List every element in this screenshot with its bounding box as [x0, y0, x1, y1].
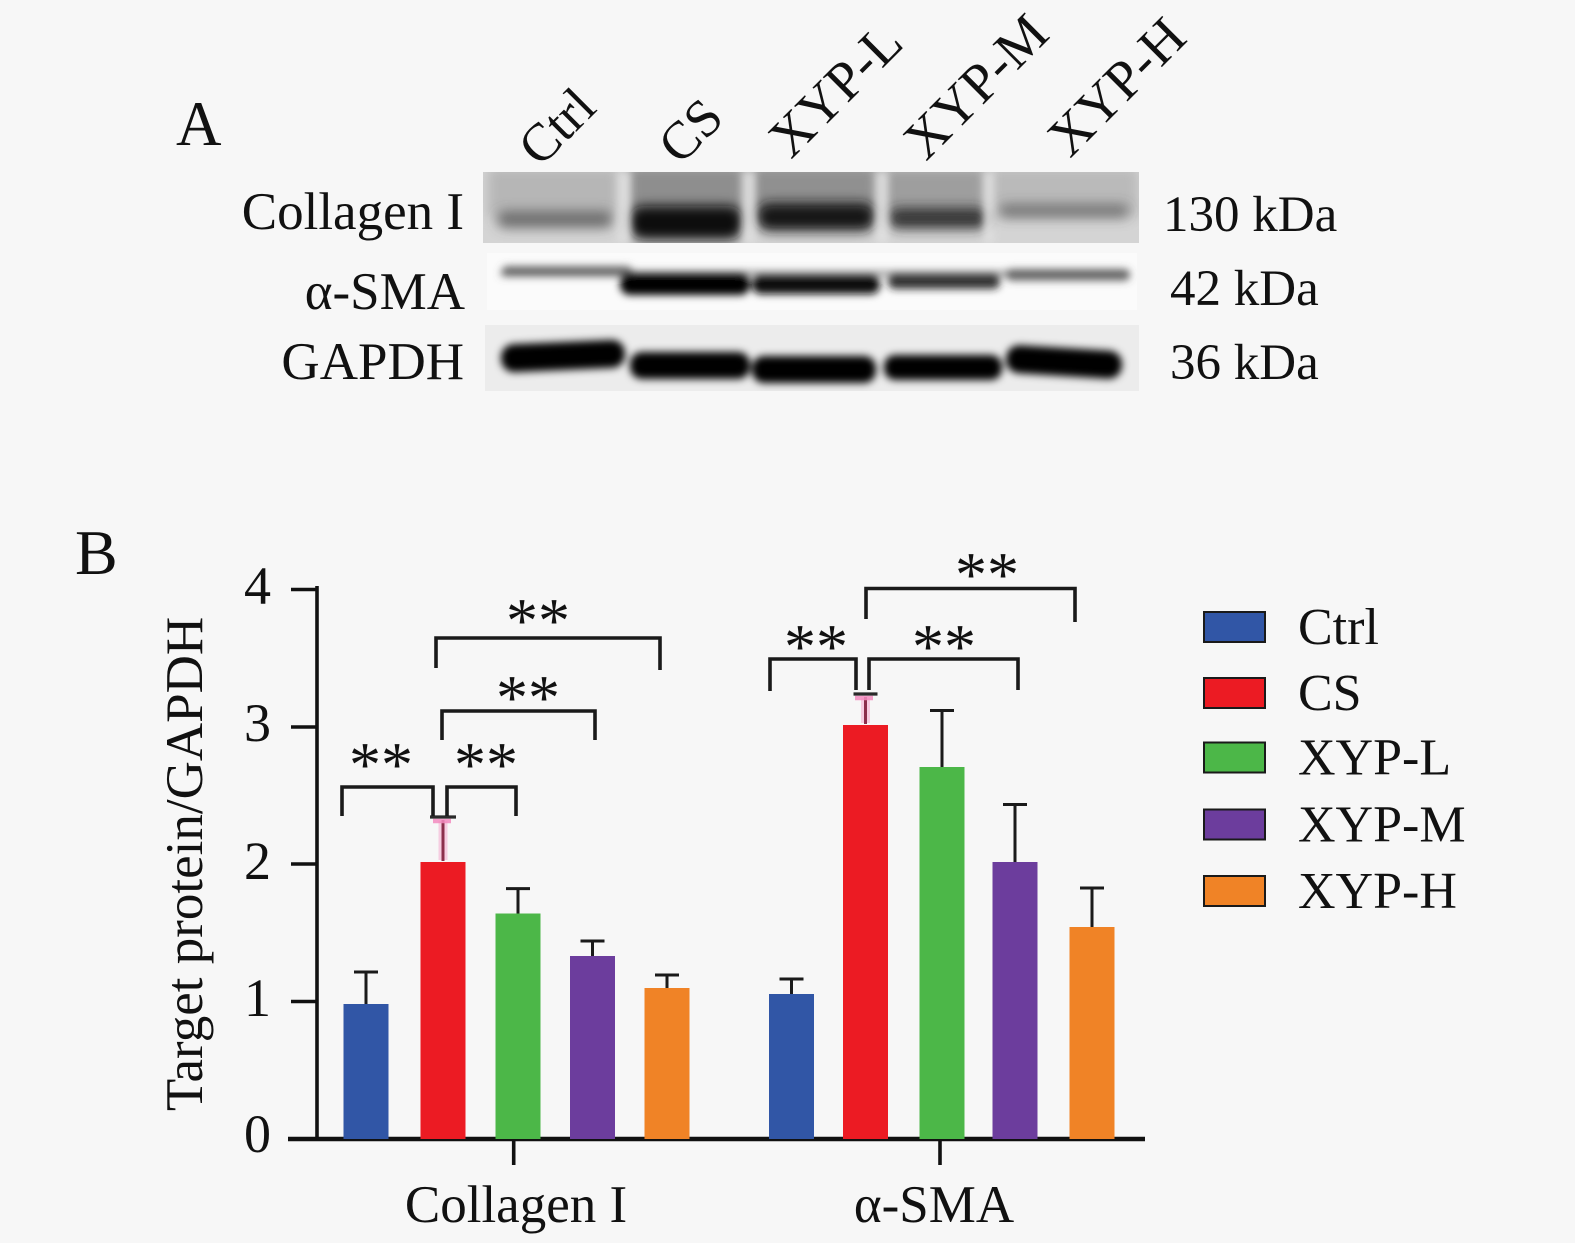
svg-text:Target protein/GAPDH: Target protein/GAPDH [156, 617, 214, 1111]
svg-text:**: ** [912, 611, 976, 682]
svg-text:A: A [176, 89, 222, 159]
svg-text:**: ** [454, 729, 518, 800]
svg-text:Collagen I: Collagen I [242, 183, 464, 241]
svg-text:**: ** [496, 662, 560, 733]
svg-text:XYP-L: XYP-L [1298, 730, 1451, 787]
svg-text:α-SMA: α-SMA [854, 1176, 1014, 1234]
svg-text:42 kDa: 42 kDa [1170, 261, 1319, 317]
svg-text:XYP-H: XYP-H [1298, 863, 1457, 920]
svg-text:3: 3 [244, 693, 271, 753]
svg-text:**: ** [955, 539, 1019, 610]
svg-text:CS: CS [1298, 665, 1362, 722]
svg-text:130 kDa: 130 kDa [1163, 187, 1337, 243]
svg-text:B: B [75, 517, 118, 588]
svg-text:2: 2 [244, 831, 271, 891]
svg-text:α-SMA: α-SMA [305, 263, 465, 321]
svg-text:1: 1 [244, 968, 271, 1028]
svg-text:4: 4 [244, 556, 271, 616]
svg-text:XYP-M: XYP-M [1298, 797, 1466, 854]
svg-text:**: ** [784, 611, 848, 682]
svg-text:GAPDH: GAPDH [281, 333, 464, 391]
svg-text:**: ** [506, 585, 570, 656]
svg-text:Ctrl: Ctrl [1298, 599, 1379, 656]
svg-text:0: 0 [244, 1104, 271, 1164]
svg-text:**: ** [349, 729, 413, 800]
svg-text:36 kDa: 36 kDa [1170, 335, 1319, 391]
svg-text:Collagen I: Collagen I [405, 1176, 627, 1234]
